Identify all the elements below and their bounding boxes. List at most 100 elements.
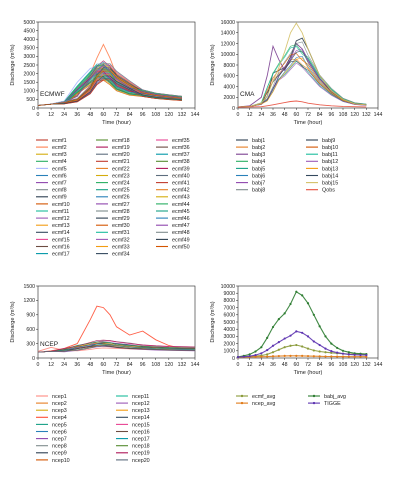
legend-label-ecmf28: ecmf28 — [112, 209, 130, 215]
data-point-TIGGE — [359, 353, 362, 357]
data-point-babj_avg — [254, 350, 257, 353]
legend-label-ncep15: ncep15 — [132, 422, 150, 428]
legend-label-ecmf9: ecmf9 — [52, 195, 67, 201]
data-point-ecmf_avg — [318, 350, 321, 353]
y-tick-label: 8000 — [223, 298, 235, 304]
y-tick-label: 500 — [26, 97, 35, 103]
legend-label-ecmf12: ecmf12 — [52, 216, 70, 222]
legend-label-babj3: babj3 — [252, 152, 265, 158]
series-line-ecmf44 — [37, 65, 182, 106]
x-tick-label: 84 — [127, 362, 133, 368]
data-point-TIGGE — [347, 353, 350, 356]
x-tick-label: 144 — [191, 112, 200, 118]
legend-label-ecmf42: ecmf42 — [172, 188, 190, 194]
y-axis-label: Discharge (m³/s) — [10, 301, 16, 342]
legend-marker-ncep_avg — [240, 401, 244, 405]
series-lines — [237, 22, 367, 108]
legend-label-ecmf15: ecmf15 — [52, 237, 70, 243]
legend-label-babj6: babj6 — [252, 173, 265, 179]
x-tick-label: 24 — [258, 362, 264, 368]
y-axis-label: Discharge (m³/s) — [10, 44, 16, 85]
data-point-ncep_avg — [341, 355, 345, 358]
legend-label-babj_avg: babj_avg — [324, 394, 346, 400]
x-tick-label: 132 — [362, 362, 371, 368]
series-line-ncep19 — [37, 339, 196, 353]
data-point-babj_avg — [330, 342, 333, 345]
legend-label-ncep18: ncep18 — [132, 444, 150, 450]
x-tick-label: 120 — [350, 112, 359, 118]
legend-label-babj9: babj9 — [322, 138, 335, 144]
legend-label-ecmf13: ecmf13 — [52, 223, 70, 229]
y-tick-label: 0 — [232, 356, 235, 362]
x-tick-label: 108 — [151, 112, 160, 118]
x-tick-label: 24 — [61, 362, 67, 368]
legend-label-ecmf18: ecmf18 — [112, 138, 130, 144]
data-point-TIGGE — [248, 355, 251, 358]
y-tick-label: 0 — [32, 106, 35, 112]
y-tick-label: 1500 — [23, 284, 35, 290]
x-tick-label: 144 — [191, 362, 200, 368]
series-line-ecmf49 — [37, 75, 182, 106]
data-point-ecmf_avg — [312, 349, 315, 352]
data-point-babj_avg — [312, 313, 315, 316]
data-point-ncep_avg — [254, 355, 257, 358]
legend-label-ecmf20: ecmf20 — [112, 152, 130, 158]
data-point-TIGGE — [365, 354, 368, 357]
data-point-babj_avg — [306, 302, 310, 305]
y-tick-label: 4000 — [223, 84, 235, 90]
series-lines — [37, 43, 182, 106]
legend-label-ecmf25: ecmf25 — [112, 188, 130, 194]
legend-label-ecmf11: ecmf11 — [52, 209, 69, 215]
y-tick-label: 900 — [26, 313, 35, 319]
y-tick-label: 3000 — [223, 334, 235, 340]
data-point-babj_avg — [347, 351, 350, 354]
plot-frame — [237, 21, 379, 109]
data-point-babj_avg — [301, 294, 304, 297]
data-point-babj_avg — [266, 336, 269, 339]
x-tick-label: 72 — [114, 112, 120, 118]
x-tick-label: 96 — [328, 112, 334, 118]
legend-label-babj7: babj7 — [252, 181, 265, 187]
y-tick-label: 3000 — [23, 54, 35, 60]
x-tick-label: 12 — [247, 362, 253, 368]
series-line-babj9 — [237, 60, 367, 108]
series-lines — [37, 305, 196, 353]
y-tick-label: 14000 — [221, 31, 236, 37]
series-line-babj15 — [237, 22, 367, 108]
legend-label-ecmf48: ecmf48 — [172, 230, 190, 236]
data-point-TIGGE — [336, 351, 339, 354]
data-point-ecmf_avg — [306, 347, 310, 350]
legend-label-ecmf7: ecmf7 — [52, 181, 67, 187]
series-line-ecmf50 — [37, 70, 182, 106]
legend-label-ncep8: ncep8 — [52, 444, 67, 450]
x-tick-label: 12 — [48, 362, 54, 368]
x-tick-label: 72 — [305, 112, 311, 118]
data-point-babj_avg — [336, 346, 339, 350]
x-tick-label: 60 — [293, 362, 299, 368]
legend-label-ecmf16: ecmf16 — [52, 244, 70, 250]
legend-label-ncep20: ncep20 — [132, 458, 150, 464]
x-tick-label: 96 — [140, 112, 146, 118]
data-point-ecmf_avg — [289, 344, 292, 347]
y-tick-label: 7000 — [223, 305, 235, 311]
data-point-ncep_avg — [312, 355, 315, 358]
data-point-babj_avg — [283, 312, 286, 315]
series-line-ncep17 — [37, 343, 196, 353]
y-tick-label: 0 — [32, 356, 35, 362]
x-tick-label: 120 — [350, 362, 359, 368]
y-tick-label: 10000 — [221, 52, 236, 58]
chart-panel-1: 0 12 24 36 48 60 72 84 96 108 120 132 144 0 500 1000 150… — [10, 20, 199, 258]
y-tick-label: 9000 — [223, 291, 235, 297]
x-tick-label: 132 — [178, 362, 187, 368]
legend-label-ecmf23: ecmf23 — [112, 173, 130, 179]
series-line-babj8 — [237, 41, 367, 108]
series-line-babj3 — [237, 42, 367, 108]
chart-panel-4: 0 12 24 36 48 60 72 84 96 108 120 132 14401000200030… — [210, 284, 382, 407]
x-tick-label: 36 — [270, 362, 276, 368]
x-tick-label: 96 — [140, 362, 146, 368]
data-point-ecmf_avg — [266, 353, 269, 356]
data-point-TIGGE — [341, 352, 345, 355]
legend-label-ncep14: ncep14 — [132, 415, 150, 421]
legend-label-ecmf50: ecmf50 — [172, 244, 190, 250]
